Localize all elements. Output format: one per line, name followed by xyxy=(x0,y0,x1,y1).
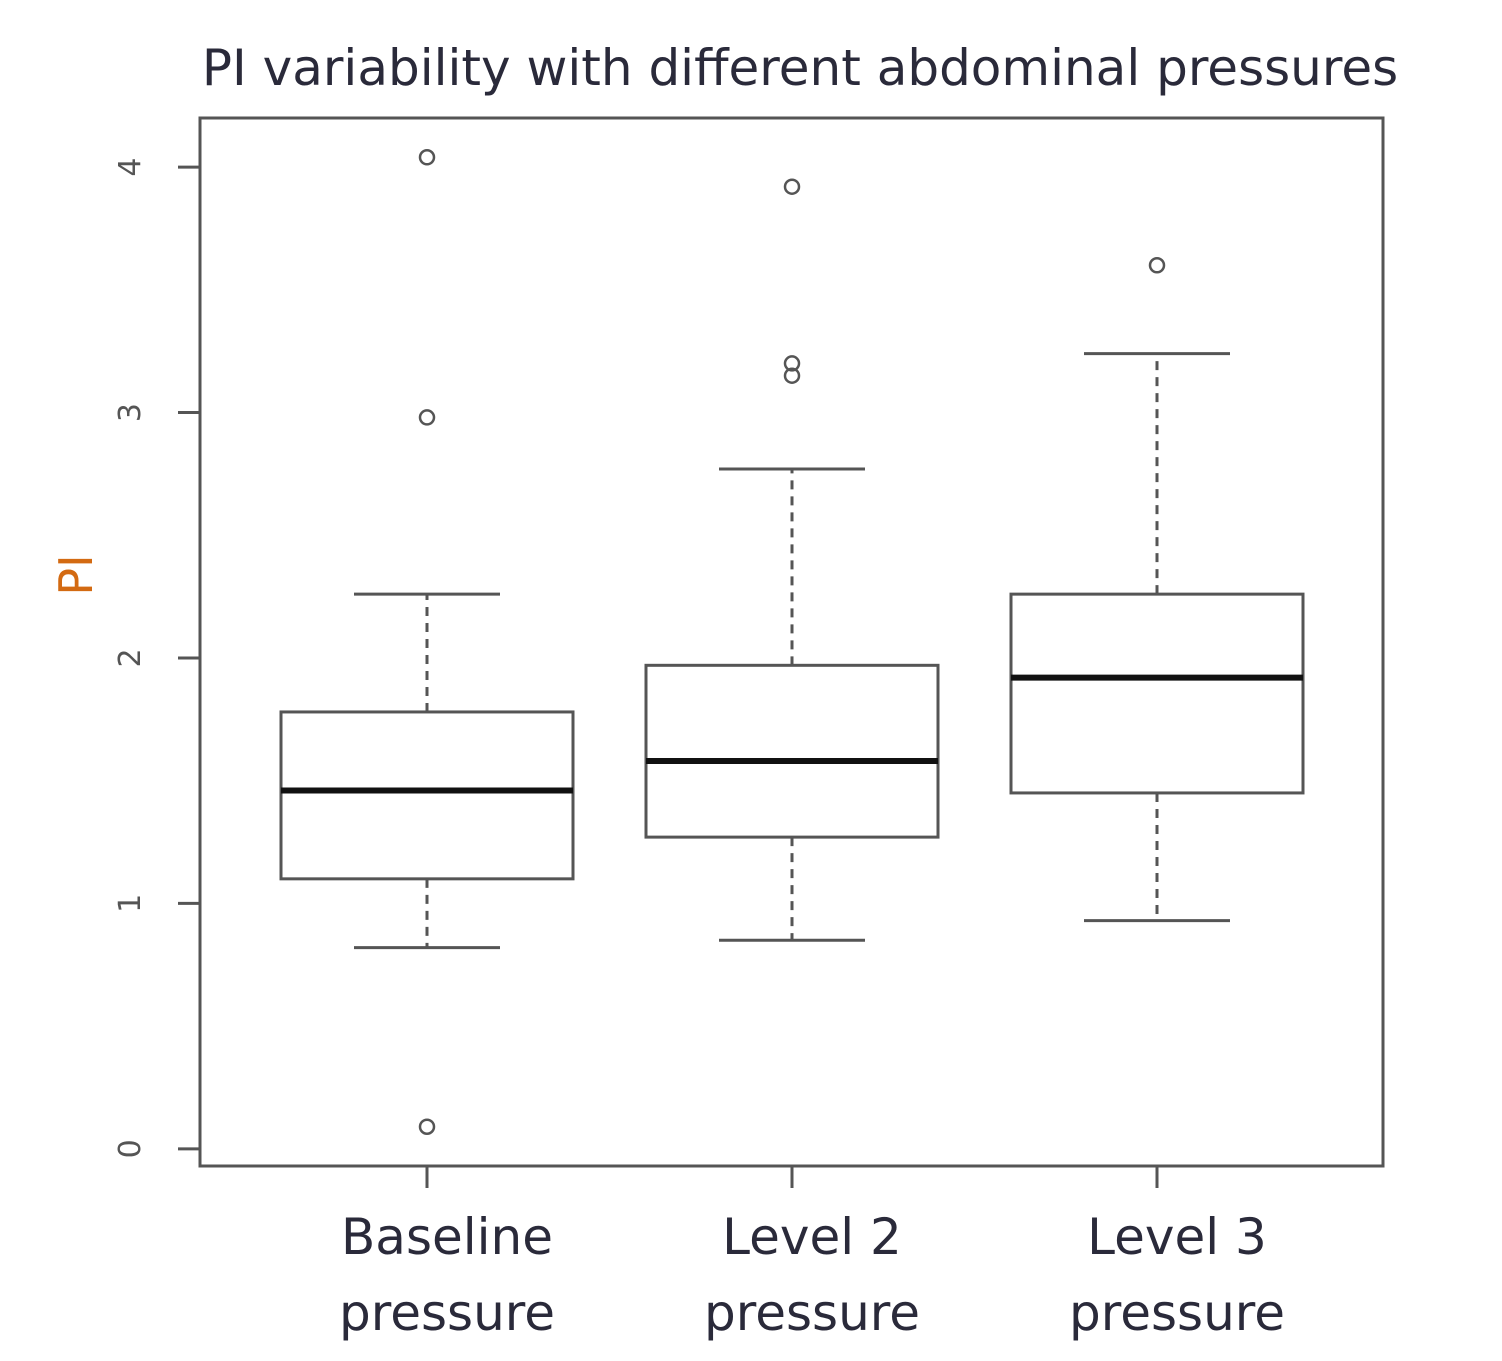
boxes xyxy=(279,149,1305,1135)
x-tick-label-1-0: Level 2 xyxy=(722,1208,902,1266)
y-axis-label: PI xyxy=(49,554,103,595)
outlier-2-0 xyxy=(1148,257,1166,274)
outlier-0-1 xyxy=(418,409,436,426)
y-tick-label-0: 0 xyxy=(113,1139,148,1158)
y-tick-label-2: 2 xyxy=(113,648,148,667)
box-2 xyxy=(1009,592,1305,795)
y-tick-label-1: 1 xyxy=(113,894,148,913)
x-tick-label-1-1: pressure xyxy=(704,1284,920,1342)
x-tick-label-2-0: Level 3 xyxy=(1087,1208,1267,1266)
outlier-1-2 xyxy=(783,367,801,384)
x-tick-label-2-1: pressure xyxy=(1069,1284,1285,1342)
y-tick-label-3: 3 xyxy=(113,403,148,422)
box-1 xyxy=(644,663,940,839)
outlier-0-2 xyxy=(418,1118,436,1135)
chart-title: PI variability with different abdominal … xyxy=(202,39,1398,97)
outlier-0-0 xyxy=(418,149,436,166)
box-group-1 xyxy=(644,178,940,942)
y-tick-label-4: 4 xyxy=(113,158,148,177)
box-group-0 xyxy=(279,149,575,1135)
x-tick-label-0-1: pressure xyxy=(339,1284,555,1342)
x-axis: Baseline pressure Level 2 pressure Level 3 pr… xyxy=(339,1166,1285,1342)
outlier-1-1 xyxy=(783,355,801,372)
box-0 xyxy=(279,710,575,881)
outlier-1-0 xyxy=(783,178,801,195)
box-group-2 xyxy=(1009,257,1305,923)
y-axis: 0 1 2 3 4 xyxy=(113,158,200,1158)
x-tick-label-0-0: Baseline xyxy=(341,1208,553,1266)
